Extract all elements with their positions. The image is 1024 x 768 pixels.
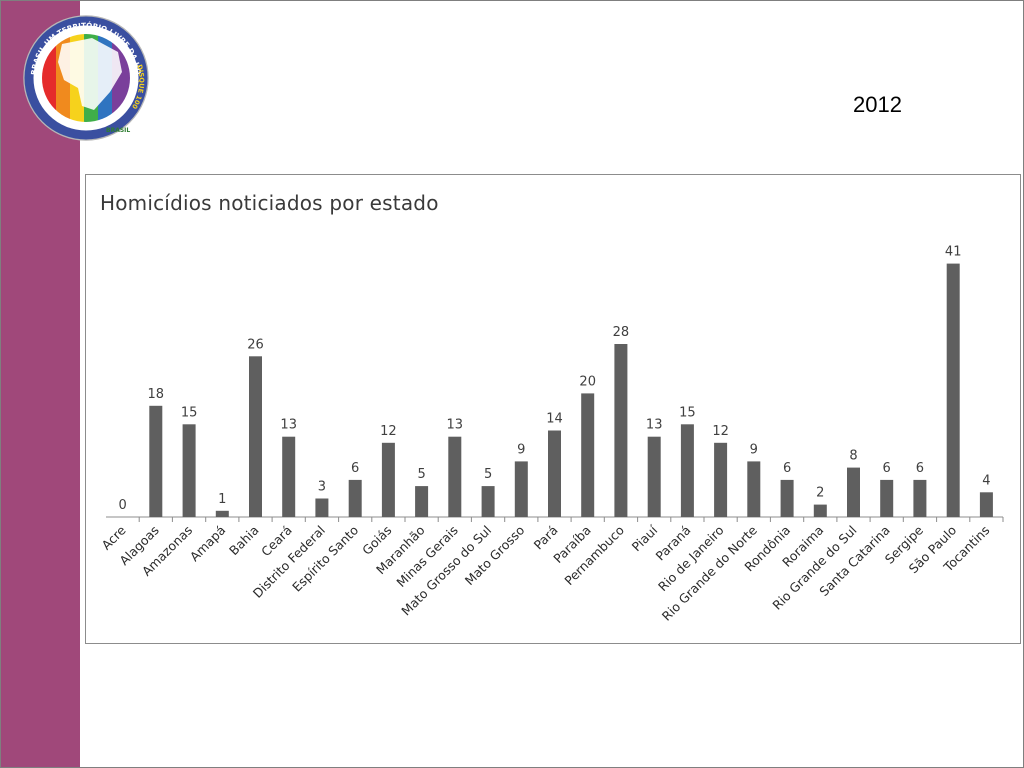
- data-label: 41: [945, 245, 962, 260]
- data-label: 8: [849, 449, 857, 464]
- data-label: 14: [546, 412, 563, 427]
- data-label: 6: [883, 461, 891, 476]
- data-label: 26: [247, 337, 264, 352]
- data-label: 5: [417, 467, 425, 482]
- bar: [813, 504, 827, 517]
- chart-box: Homicídios noticiados por estado 0 Acre 18…: [85, 174, 1021, 644]
- bar: [747, 461, 761, 517]
- logo-footer-text: BRASIL: [106, 127, 130, 134]
- bar: [614, 344, 628, 517]
- data-label: 6: [351, 461, 359, 476]
- bar: [315, 498, 329, 517]
- year-label: 2012: [853, 92, 902, 117]
- x-tick-label: Amapá: [187, 523, 229, 565]
- data-label: 6: [916, 461, 924, 476]
- data-label: 12: [712, 424, 729, 439]
- data-label: 3: [318, 480, 326, 495]
- bar: [714, 442, 728, 517]
- data-label: 1: [218, 492, 226, 507]
- data-label: 0: [118, 498, 126, 513]
- bar: [680, 424, 694, 517]
- bar: [913, 479, 927, 517]
- data-label: 13: [646, 418, 663, 433]
- x-tick-label: Pará: [531, 523, 561, 553]
- bar-chart: 0Acre18Alagoas15Amazonas1Amapá26Bahia13C…: [98, 245, 1004, 624]
- data-label: 4: [982, 473, 990, 488]
- bar: [514, 461, 528, 517]
- data-label: 15: [679, 405, 696, 420]
- data-label: 13: [447, 418, 464, 433]
- bar: [946, 263, 960, 517]
- bar: [448, 436, 462, 517]
- data-label: 15: [181, 405, 198, 420]
- data-label: 6: [783, 461, 791, 476]
- bar: [647, 436, 661, 517]
- bar: [348, 479, 362, 517]
- bar: [282, 436, 296, 517]
- bar: [182, 424, 196, 517]
- bar: [249, 356, 262, 517]
- chart-title: Homicídios noticiados por estado: [100, 191, 439, 215]
- data-label: 18: [148, 387, 165, 402]
- bar: [381, 442, 395, 517]
- bar: [548, 430, 561, 517]
- bar: [880, 479, 894, 517]
- bar: [149, 405, 163, 517]
- data-label: 9: [750, 442, 758, 457]
- bar: [847, 467, 860, 517]
- data-label: 5: [484, 467, 492, 482]
- data-label: 9: [517, 442, 525, 457]
- data-label: 13: [280, 418, 297, 433]
- bar: [581, 393, 595, 517]
- data-label: 2: [816, 486, 824, 501]
- bar: [780, 479, 794, 517]
- data-label: 20: [579, 374, 596, 389]
- data-label: 12: [380, 424, 397, 439]
- bar: [415, 486, 429, 517]
- x-tick-label: Bahia: [226, 523, 262, 559]
- bar: [481, 486, 495, 517]
- bar: [215, 510, 229, 517]
- data-label: 28: [613, 325, 630, 340]
- rainbow-brazil-map-logo: FAÇA DO BRASIL UM TERRITÓRIO LIVRE DA HO…: [22, 14, 149, 141]
- bar: [979, 492, 993, 517]
